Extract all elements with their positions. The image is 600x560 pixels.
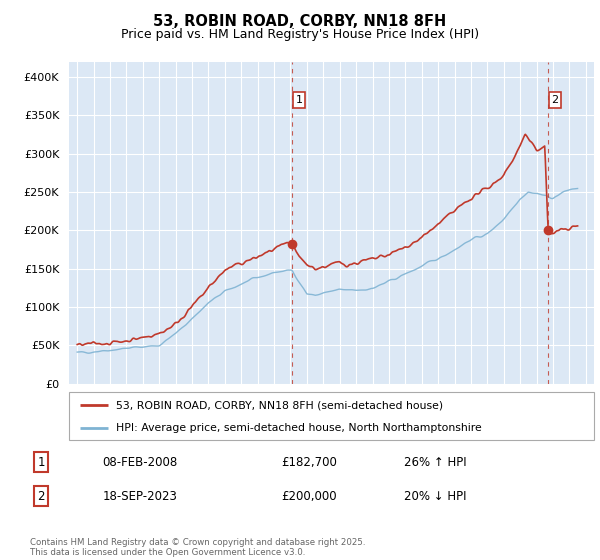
Text: Price paid vs. HM Land Registry's House Price Index (HPI): Price paid vs. HM Land Registry's House … xyxy=(121,28,479,41)
Text: 08-FEB-2008: 08-FEB-2008 xyxy=(103,456,178,469)
Text: 2: 2 xyxy=(551,95,559,105)
FancyBboxPatch shape xyxy=(69,392,594,440)
Text: 1: 1 xyxy=(295,95,302,105)
Text: 53, ROBIN ROAD, CORBY, NN18 8FH: 53, ROBIN ROAD, CORBY, NN18 8FH xyxy=(154,14,446,29)
Text: 53, ROBIN ROAD, CORBY, NN18 8FH (semi-detached house): 53, ROBIN ROAD, CORBY, NN18 8FH (semi-de… xyxy=(116,400,443,410)
Text: 1: 1 xyxy=(37,456,45,469)
Text: 26% ↑ HPI: 26% ↑ HPI xyxy=(404,456,466,469)
Text: £200,000: £200,000 xyxy=(281,490,337,503)
Text: 20% ↓ HPI: 20% ↓ HPI xyxy=(404,490,466,503)
Text: £182,700: £182,700 xyxy=(281,456,337,469)
Text: 2: 2 xyxy=(37,490,45,503)
Text: HPI: Average price, semi-detached house, North Northamptonshire: HPI: Average price, semi-detached house,… xyxy=(116,423,482,433)
Text: 18-SEP-2023: 18-SEP-2023 xyxy=(103,490,178,503)
Text: Contains HM Land Registry data © Crown copyright and database right 2025.
This d: Contains HM Land Registry data © Crown c… xyxy=(30,538,365,557)
